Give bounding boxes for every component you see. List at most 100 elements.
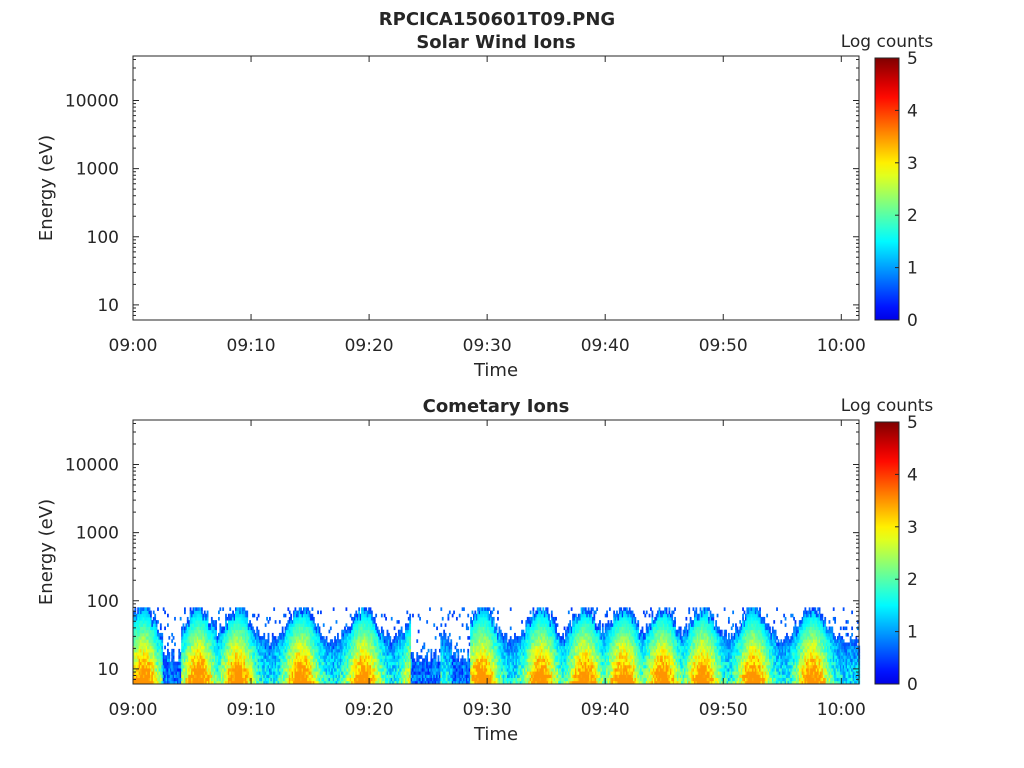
spectrogram-cell bbox=[379, 639, 382, 643]
spectrogram-cell bbox=[353, 632, 356, 637]
spectrogram-cell bbox=[304, 661, 307, 666]
spectrogram-cell bbox=[403, 658, 406, 663]
spectrogram-cell bbox=[181, 642, 183, 647]
spectrogram-cell bbox=[397, 620, 400, 624]
spectrogram-cell bbox=[390, 655, 393, 659]
spectrogram-cell bbox=[447, 674, 450, 679]
spectrogram-cell bbox=[243, 664, 246, 669]
spectrogram-cell bbox=[392, 652, 395, 656]
spectrogram-cell bbox=[331, 648, 334, 653]
spectrogram-cell bbox=[196, 610, 199, 615]
spectrogram-cell bbox=[355, 632, 358, 637]
spectrogram-cell bbox=[182, 648, 185, 653]
spectrogram-cell bbox=[186, 636, 189, 640]
spectrogram-cell bbox=[215, 648, 217, 653]
spectrogram-cell bbox=[188, 632, 191, 637]
spectrogram-cell bbox=[385, 674, 387, 679]
spectrogram-cell bbox=[341, 645, 344, 650]
spectrogram-cell bbox=[213, 674, 216, 679]
spectrogram-cell bbox=[489, 680, 492, 685]
spectrogram-cell bbox=[516, 645, 519, 650]
spectrogram-cell bbox=[368, 636, 370, 640]
spectrogram-cell bbox=[409, 620, 412, 624]
spectrogram-cell bbox=[137, 632, 140, 637]
spectrogram-cell bbox=[390, 645, 393, 650]
spectrogram-cell bbox=[277, 671, 280, 675]
spectrogram-cell bbox=[230, 616, 233, 621]
spectrogram-cell bbox=[195, 620, 198, 624]
spectrogram-cell bbox=[218, 664, 220, 669]
spectrogram-cell bbox=[488, 613, 491, 618]
spectrogram-cell bbox=[424, 668, 427, 672]
spectrogram-cell bbox=[150, 677, 152, 682]
spectrogram-cell bbox=[366, 642, 369, 647]
spectrogram-cell bbox=[233, 652, 236, 656]
spectrogram-cell bbox=[463, 671, 465, 675]
spectrogram-cell bbox=[311, 642, 314, 647]
spectrogram-cell bbox=[213, 629, 216, 634]
spectrogram-cell bbox=[223, 674, 226, 679]
spectrogram-cell bbox=[227, 629, 230, 634]
spectrogram-cell bbox=[470, 616, 472, 621]
spectrogram-cell bbox=[447, 661, 450, 666]
spectrogram-cell bbox=[219, 671, 222, 675]
spectrogram-cell bbox=[478, 674, 481, 679]
spectrogram-cell bbox=[223, 658, 226, 663]
spectrogram-cell bbox=[475, 652, 478, 656]
spectrogram-cell bbox=[310, 620, 312, 624]
spectrogram-cell bbox=[446, 642, 448, 647]
spectrogram-cell bbox=[281, 671, 284, 675]
spectrogram-cell bbox=[148, 645, 151, 650]
spectrogram-cell bbox=[191, 642, 193, 647]
spectrogram-cell bbox=[247, 632, 250, 637]
spectrogram-cell bbox=[199, 626, 202, 631]
spectrogram-cell bbox=[494, 668, 497, 672]
spectrogram-cell bbox=[254, 648, 257, 653]
spectrogram-cell bbox=[259, 664, 261, 669]
spectrogram-cell bbox=[406, 658, 409, 663]
spectrogram-cell bbox=[378, 639, 380, 643]
spectrogram-cell bbox=[494, 680, 497, 685]
spectrogram-cell bbox=[240, 636, 243, 640]
spectrogram-cell bbox=[253, 629, 256, 634]
spectrogram-cell bbox=[397, 664, 400, 669]
spectrogram-cell bbox=[488, 648, 491, 653]
spectrogram-cell bbox=[220, 645, 223, 650]
spectrogram-cell bbox=[302, 655, 305, 659]
spectrogram-cell bbox=[406, 680, 409, 685]
spectrogram-cell bbox=[311, 632, 314, 637]
spectrogram-cell bbox=[176, 668, 179, 672]
spectrogram-cell bbox=[242, 648, 244, 653]
spectrogram-cell bbox=[290, 674, 293, 679]
spectrogram-cell bbox=[270, 645, 273, 650]
spectrogram-cell bbox=[230, 623, 233, 627]
spectrogram-cell bbox=[397, 632, 400, 637]
spectrogram-cell bbox=[332, 642, 335, 647]
spectrogram-cell bbox=[205, 645, 208, 650]
spectrogram-cell bbox=[472, 642, 475, 647]
spectrogram-cell bbox=[481, 610, 484, 615]
spectrogram-cell bbox=[216, 680, 219, 685]
spectrogram-cell bbox=[518, 680, 521, 685]
spectrogram-cell bbox=[329, 642, 332, 647]
spectrogram-cell bbox=[318, 645, 321, 650]
spectrogram-cell bbox=[164, 664, 166, 669]
spectrogram-cell bbox=[516, 661, 519, 666]
spectrogram-cell bbox=[310, 629, 312, 634]
spectrogram-cell bbox=[321, 668, 324, 672]
spectrogram-cell bbox=[390, 680, 393, 685]
spectrogram-cell bbox=[322, 664, 325, 669]
spectrogram-cell bbox=[148, 616, 151, 621]
spectrogram-cell bbox=[484, 671, 487, 675]
spectrogram-cell bbox=[477, 632, 480, 637]
spectrogram-cell bbox=[203, 680, 206, 685]
spectrogram-cell bbox=[361, 616, 363, 621]
spectrogram-cell bbox=[311, 655, 314, 659]
spectrogram-cell bbox=[356, 632, 359, 637]
spectrogram-cell bbox=[142, 629, 145, 634]
spectrogram-cell bbox=[246, 623, 249, 627]
spectrogram-cell bbox=[338, 648, 341, 653]
spectrogram-cell bbox=[455, 668, 458, 672]
spectrogram-cell bbox=[390, 677, 393, 682]
spectrogram-cell bbox=[152, 652, 155, 656]
